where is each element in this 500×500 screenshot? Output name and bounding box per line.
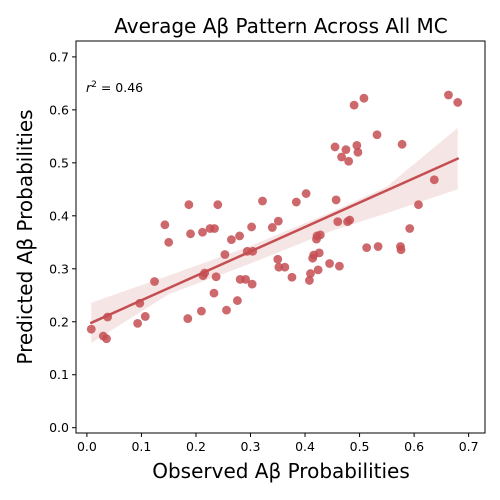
data-point [198, 227, 207, 237]
data-point [184, 200, 194, 210]
data-point [247, 279, 257, 289]
data-point [405, 224, 415, 233]
data-point [247, 222, 256, 232]
points-layer [86, 90, 463, 344]
data-point [359, 93, 369, 103]
data-point [353, 147, 363, 157]
data-point [241, 274, 251, 284]
data-point [280, 262, 290, 272]
plot-area [86, 90, 463, 344]
data-point [227, 235, 236, 245]
data-point [349, 100, 359, 110]
confidence-band [91, 127, 458, 343]
data-point [453, 98, 463, 107]
y-tick-label: 0.2 [49, 314, 69, 329]
data-point [287, 272, 297, 282]
data-point [301, 189, 311, 198]
data-point [210, 224, 219, 233]
plot-frame [75, 40, 486, 434]
chart-title: Average Aβ Pattern Across All MC [114, 14, 448, 38]
data-point [273, 216, 283, 226]
data-point [314, 248, 324, 258]
data-point [102, 334, 111, 344]
data-point [306, 269, 315, 278]
data-point [352, 140, 362, 150]
data-point [330, 142, 340, 152]
x-tick-label: 0.6 [404, 439, 424, 454]
x-tick-label: 0.4 [295, 439, 315, 454]
data-point [335, 261, 344, 271]
data-point [213, 200, 223, 210]
data-point [186, 229, 195, 239]
y-tick-label: 0.0 [49, 420, 69, 435]
data-point [313, 265, 323, 275]
data-point [258, 196, 267, 206]
data-point [397, 139, 407, 149]
y-tick-label: 0.7 [49, 49, 69, 64]
x-tick-label: 0.0 [77, 439, 97, 454]
data-point [197, 306, 206, 316]
data-point [209, 288, 219, 298]
data-point [337, 152, 346, 162]
data-point [140, 312, 150, 321]
data-point [220, 250, 230, 259]
data-point [315, 230, 325, 240]
data-point [183, 314, 193, 323]
data-point [372, 130, 382, 140]
y-ticks: 0.0 0.1 0.2 0.3 0.4 0.5 0.6 0.7 [49, 49, 76, 435]
data-point [150, 277, 159, 286]
x-tick-label: 0.7 [459, 439, 479, 454]
data-point [362, 243, 372, 252]
data-point [429, 175, 439, 185]
y-tick-label: 0.5 [49, 155, 69, 170]
data-point [344, 156, 354, 166]
data-point [273, 254, 283, 264]
data-point [133, 318, 143, 328]
x-tick-label: 0.3 [241, 439, 261, 454]
x-tick-label: 0.2 [186, 439, 206, 454]
data-point [414, 200, 423, 210]
x-ticks: 0.0 0.1 0.2 0.3 0.4 0.5 0.6 0.7 [77, 433, 479, 454]
regression-line [90, 157, 459, 325]
data-point [331, 195, 341, 205]
data-point [291, 197, 301, 207]
data-point [444, 90, 453, 100]
data-point [341, 145, 351, 154]
data-point [267, 223, 277, 232]
confidence-band-layer [91, 127, 458, 343]
data-point [222, 305, 231, 315]
data-point [235, 231, 245, 241]
data-point [333, 217, 343, 227]
y-tick-label: 0.3 [49, 261, 69, 276]
data-point [325, 259, 334, 268]
data-point [86, 324, 96, 334]
y-tick-label: 0.1 [49, 367, 69, 382]
y-tick-label: 0.4 [49, 208, 69, 223]
data-point [396, 245, 406, 255]
x-tick-label: 0.5 [350, 439, 370, 454]
y-tick-label: 0.6 [49, 102, 69, 117]
data-point [211, 272, 221, 282]
data-point [164, 237, 174, 247]
data-point [160, 220, 170, 230]
data-point [345, 215, 355, 225]
r-squared-annotation: r2 = 0.46 [86, 80, 143, 95]
data-point [233, 296, 242, 305]
y-axis-title: Predicted Aβ Probabilities [13, 109, 37, 364]
data-point [373, 242, 383, 251]
x-axis-title: Observed Aβ Probabilities [152, 459, 410, 483]
data-point [305, 276, 314, 285]
x-tick-label: 0.1 [131, 439, 151, 454]
regression-line-layer [90, 157, 459, 325]
